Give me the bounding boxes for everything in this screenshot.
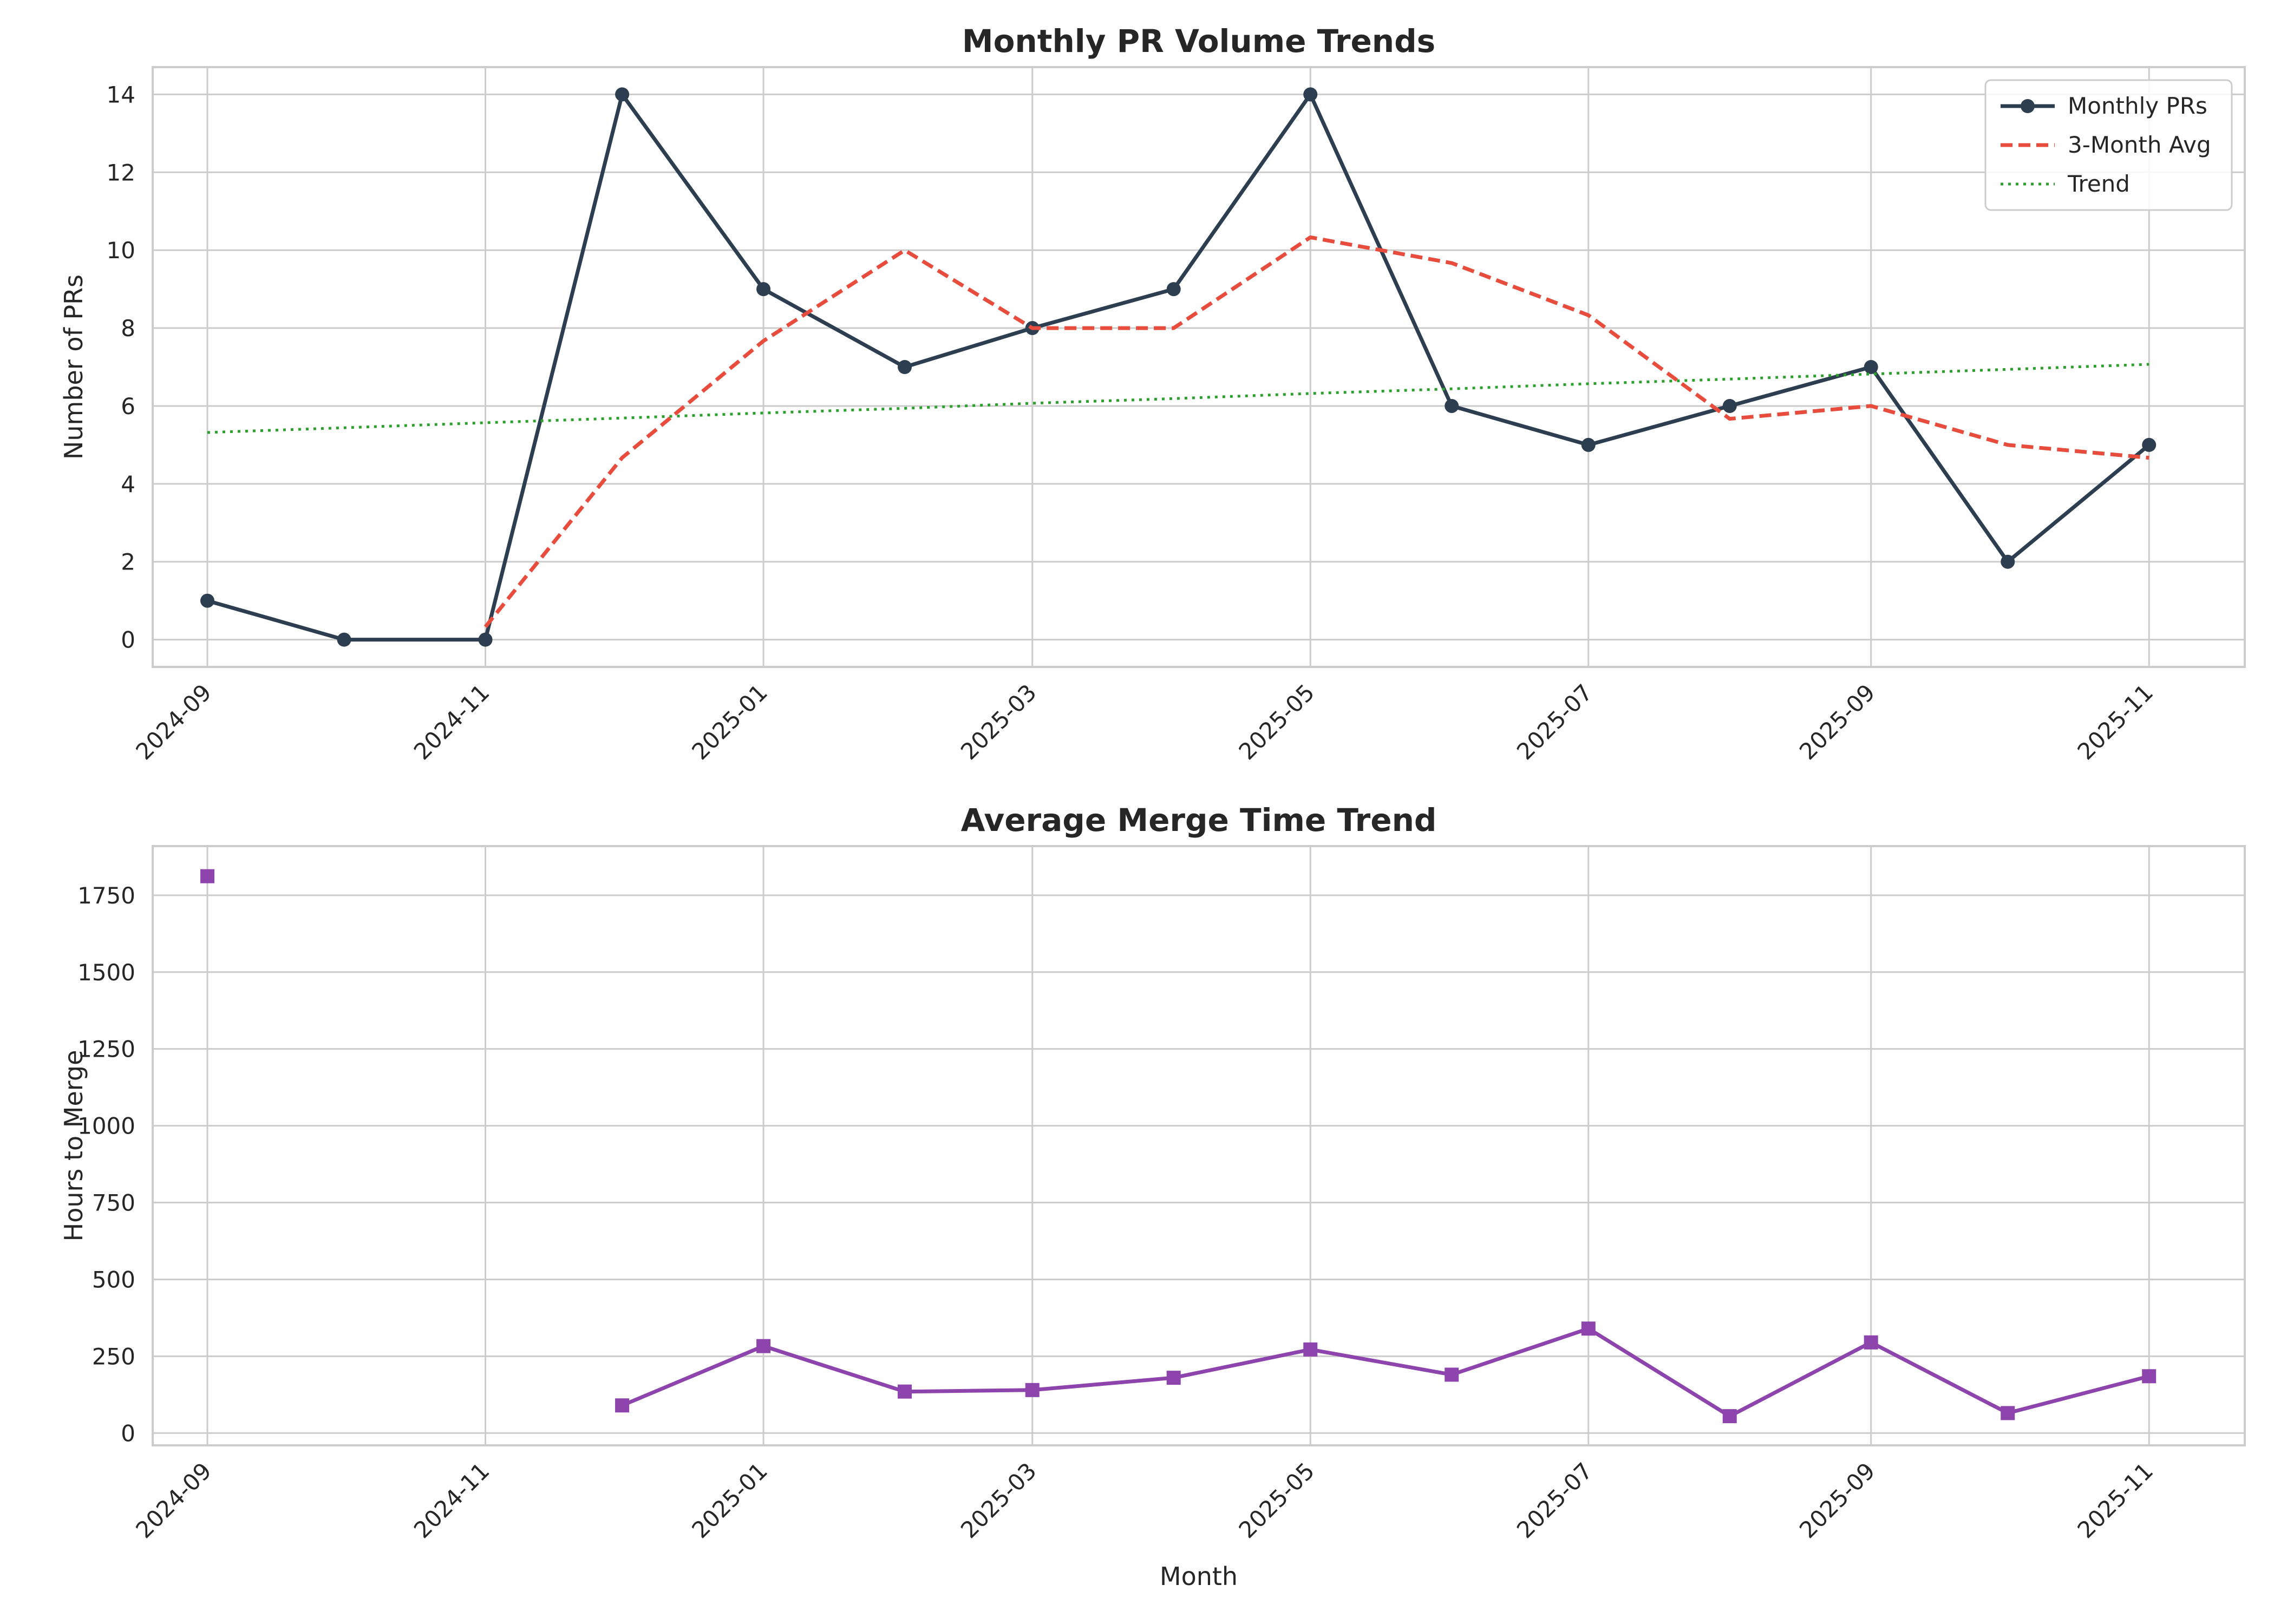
series-line: [207, 363, 2149, 434]
y-axis-label: Number of PRs: [59, 274, 88, 460]
chart-average-merge-time: 0 250 500 750 1000 1250 1500 1750 2024-09 2024-11…: [59, 802, 2246, 1591]
chart-title: Monthly PR Volume Trends: [962, 23, 1435, 60]
y-tick-label: 1000: [77, 1113, 135, 1140]
x-tick-label: 2024-11: [409, 679, 495, 765]
x-tick-label: 2025-01: [687, 1457, 773, 1543]
y-tick-label: 0: [121, 627, 135, 653]
x-tick-label: 2025-07: [1512, 1457, 1598, 1543]
plot-frame: [152, 66, 2246, 668]
legend: Monthly PRs 3-Month Avg Trend: [1984, 79, 2233, 211]
series-line: [621, 1326, 2150, 1418]
data-point: [898, 360, 912, 374]
data-point: [1581, 437, 1596, 452]
y-tick-label: 8: [121, 315, 135, 342]
data-point: [2001, 1406, 2015, 1420]
legend-marker: [2021, 99, 2035, 113]
chart-title: Average Merge Time Trend: [961, 802, 1437, 839]
y-tick-label: 1500: [77, 959, 135, 986]
y-tick-label: 10: [107, 237, 135, 264]
y-tick-label: 12: [107, 159, 135, 186]
x-tick-label: 2024-09: [130, 1457, 217, 1543]
x-tick-label: 2025-11: [2072, 1457, 2158, 1543]
y-tick-label: 1250: [77, 1036, 135, 1063]
x-axis-label: Month: [1160, 1562, 1238, 1591]
y-tick-label: 750: [92, 1190, 135, 1216]
x-tick-label: 2025-11: [2072, 679, 2158, 765]
data-point: [898, 1384, 912, 1399]
data-point: [756, 1339, 771, 1353]
x-tick-label: 2024-09: [130, 679, 217, 765]
x-tick-label: 2025-01: [687, 679, 773, 765]
y-tick-label: 14: [107, 81, 135, 108]
data-point: [2142, 1369, 2157, 1384]
y-tick-label: 2: [121, 549, 135, 575]
series-line: [207, 92, 2151, 642]
data-point: [2142, 437, 2157, 452]
data-point: [478, 632, 493, 647]
legend-entry: Monthly PRs: [2068, 93, 2207, 119]
y-axis-label: Hours to Merge: [59, 1050, 88, 1242]
y-tick-label: 0: [121, 1420, 135, 1446]
data-point: [615, 1398, 630, 1413]
y-tick-label: 500: [92, 1266, 135, 1293]
data-point: [1445, 398, 1459, 413]
data-point: [200, 593, 215, 608]
x-tick-label: 2025-03: [956, 1457, 1042, 1543]
x-tick-label: 2025-09: [1794, 1457, 1880, 1543]
data-point: [1166, 1371, 1181, 1385]
data-point: [1581, 1321, 1596, 1336]
x-tick-label: 2025-03: [956, 679, 1042, 765]
x-tick-label: 2025-05: [1233, 1457, 1319, 1543]
data-point: [1303, 1342, 1318, 1357]
data-point: [615, 87, 630, 102]
data-point: [1722, 1409, 1737, 1424]
legend-entry: Trend: [2067, 171, 2130, 197]
data-point: [2001, 554, 2015, 569]
data-point: [1864, 1335, 1878, 1350]
legend-frame: [1984, 79, 2233, 211]
data-point: [1864, 360, 1878, 374]
data-point: [1722, 398, 1737, 413]
x-tick-label: 2025-09: [1794, 679, 1880, 765]
y-tick-label: 1750: [77, 882, 135, 909]
data-point: [756, 282, 771, 297]
data-point: [200, 869, 215, 883]
y-tick-label: 4: [121, 471, 135, 497]
y-tick-label: 250: [92, 1343, 135, 1370]
y-tick-label: 6: [121, 393, 135, 420]
data-point: [1303, 87, 1318, 102]
plot-frame: [152, 845, 2246, 1446]
x-tick-label: 2025-05: [1233, 679, 1319, 765]
series-line: [483, 235, 2149, 628]
x-tick-label: 2024-11: [409, 1457, 495, 1543]
x-tick-label: 2025-07: [1512, 679, 1598, 765]
data-point: [1166, 282, 1181, 297]
legend-entry: 3-Month Avg: [2068, 132, 2211, 158]
data-point: [1445, 1367, 1459, 1382]
data-point: [1025, 1383, 1040, 1397]
data-point: [337, 632, 351, 647]
chart-monthly-pr-volume: 0 2 4 6 8 10 12 14 2024-09 2024-11 2025-01 2025-03 2…: [59, 23, 2246, 765]
